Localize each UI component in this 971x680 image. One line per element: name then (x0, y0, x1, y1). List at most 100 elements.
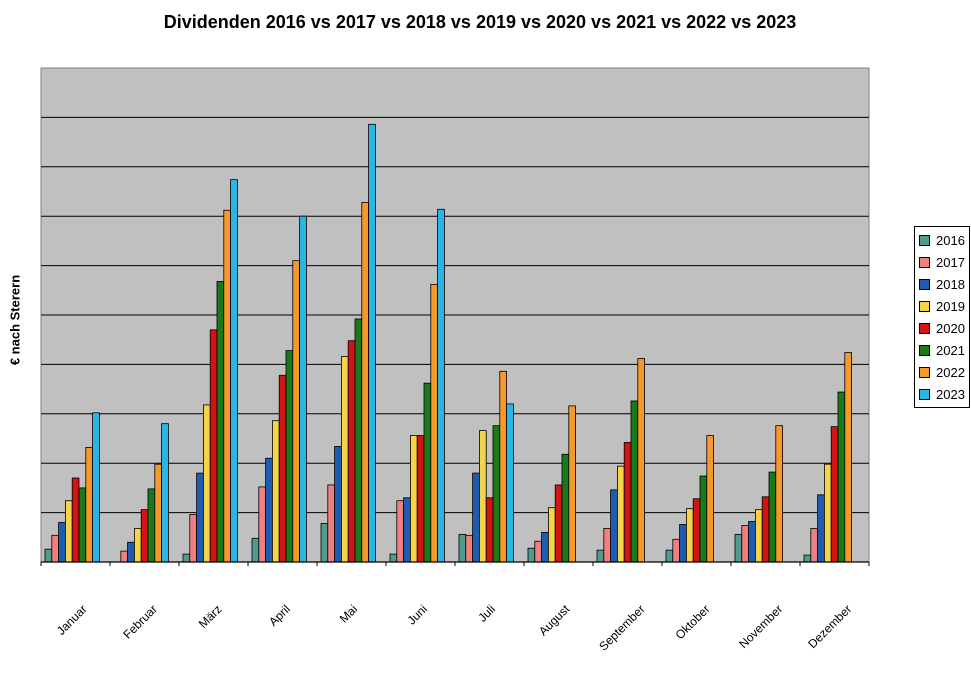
bar-2021-Juni (423, 382, 432, 563)
bar-2019-April (271, 420, 280, 563)
bar-2020-Januar (71, 477, 80, 563)
bar-2020-April (278, 374, 287, 563)
bar-2019-März (202, 404, 211, 563)
bar-2018-Oktober (679, 524, 687, 563)
bar-2021-September (630, 400, 639, 563)
bar-2017-Juni (396, 500, 404, 563)
bar-2016-März (182, 553, 191, 563)
bar-2020-Juli (485, 497, 494, 563)
bar-2021-März (216, 281, 225, 563)
legend-swatch (919, 278, 930, 290)
bar-2017-Oktober (672, 538, 680, 563)
bar-2022-Oktober (706, 435, 714, 563)
legend-item-2021: 2021 (915, 339, 969, 361)
legend-swatch (919, 322, 930, 334)
bar-2021-Mai (354, 318, 363, 563)
bar-2021-Februar (147, 488, 156, 563)
chart-title: Dividenden 2016 vs 2017 vs 2018 vs 2019 … (163, 12, 797, 32)
legend-swatch (919, 366, 930, 378)
bar-2016-August (527, 547, 536, 563)
bar-2023-Mai (368, 123, 376, 563)
bar-2020-September (623, 442, 632, 563)
legend-label: 2018 (936, 276, 965, 292)
bar-2021-August (561, 453, 570, 563)
bar-2022-Dezember (844, 352, 852, 563)
bar-2019-Dezember (824, 463, 832, 563)
bar-2016-Dezember (803, 554, 812, 563)
legend-label: 2022 (936, 364, 965, 380)
bar-2016-Oktober (665, 549, 674, 563)
bar-2017-September (603, 528, 611, 563)
bar-2020-Juni (416, 435, 425, 563)
legend-item-2022: 2022 (915, 361, 969, 383)
legend-item-2017: 2017 (915, 251, 969, 273)
legend-item-2020: 2020 (915, 317, 969, 339)
bar-2017-Februar (120, 550, 129, 563)
bar-2021-November (768, 471, 777, 563)
bar-2019-August (548, 507, 556, 563)
bar-2021-Januar (78, 487, 87, 563)
bar-2023-Februar (161, 423, 169, 563)
legend-swatch (919, 234, 930, 246)
bar-2017-Juli (465, 534, 473, 563)
legend-swatch (919, 300, 930, 312)
bar-2021-Juli (492, 425, 501, 563)
bar-2020-März (209, 329, 218, 563)
legend-swatch (919, 344, 930, 356)
bar-2018-Dezember (817, 494, 825, 563)
bar-2017-März (189, 514, 198, 563)
bar-2016-November (734, 533, 743, 563)
bar-2021-Oktober (699, 475, 708, 563)
bar-2018-März (196, 472, 204, 563)
legend-swatch (919, 256, 930, 268)
bar-2019-Mai (340, 356, 349, 563)
bar-2021-Dezember (837, 391, 846, 563)
bar-2022-April (292, 260, 300, 563)
bar-2018-April (265, 457, 273, 563)
bar-2017-April (258, 486, 266, 563)
bar-2019-September (617, 465, 625, 563)
bar-2023-April (299, 215, 307, 563)
legend-label: 2020 (936, 320, 965, 336)
bar-2019-Februar (133, 528, 142, 563)
bar-2023-März (230, 179, 238, 563)
bar-2022-Mai (361, 201, 369, 563)
bar-2022-März (223, 209, 232, 563)
bar-2023-Januar (92, 412, 100, 563)
bar-2023-Juli (506, 403, 514, 563)
bar-2017-Januar (51, 534, 59, 563)
bar-2022-Februar (154, 463, 163, 563)
legend-item-2016: 2016 (915, 229, 969, 251)
bar-2018-August (541, 531, 549, 563)
legend-item-2019: 2019 (915, 295, 969, 317)
bar-2020-November (761, 496, 770, 563)
bar-2018-Januar (58, 522, 66, 563)
bar-2019-Juli (478, 430, 487, 563)
bar-2021-April (285, 350, 294, 563)
bar-2017-Mai (327, 484, 335, 563)
bar-2017-Dezember (810, 528, 818, 563)
bar-2017-November (741, 525, 749, 563)
bar-2023-Juni (437, 208, 445, 563)
bar-2020-Mai (347, 340, 356, 563)
legend-label: 2017 (936, 254, 965, 270)
bar-2019-Oktober (686, 508, 694, 563)
bar-2020-Dezember (830, 426, 839, 563)
bar-2018-Mai (334, 445, 342, 563)
bar-2018-Juli (472, 472, 480, 563)
legend-label: 2016 (936, 232, 965, 248)
bar-2022-August (568, 405, 576, 563)
legend-label: 2023 (936, 386, 965, 402)
bar-2022-Juli (499, 370, 507, 563)
bar-2022-November (775, 425, 783, 563)
legend-label: 2019 (936, 298, 965, 314)
legend: 2016 2017 2018 2019 2020 2021 2022 2023 (914, 226, 970, 408)
bar-2020-August (554, 484, 563, 563)
bar-2019-Januar (65, 500, 73, 563)
bar-2022-September (637, 358, 645, 563)
bar-2019-November (755, 509, 763, 563)
legend-label: 2021 (936, 342, 965, 358)
legend-item-2023: 2023 (915, 383, 969, 405)
bar-2016-Juni (389, 553, 398, 563)
